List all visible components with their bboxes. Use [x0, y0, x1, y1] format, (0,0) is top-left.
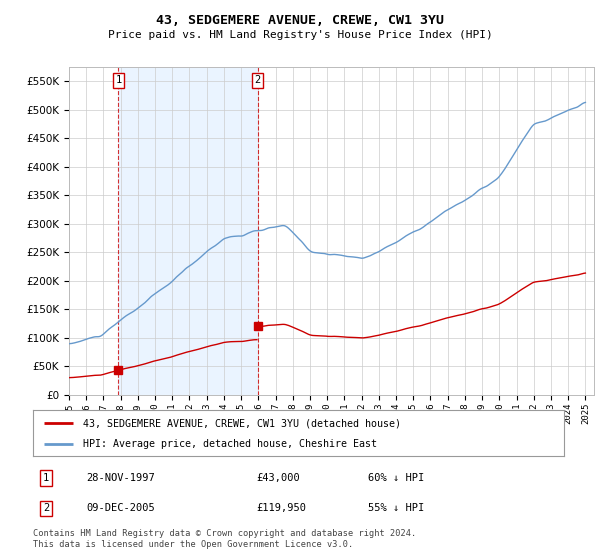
Text: 60% ↓ HPI: 60% ↓ HPI: [368, 473, 424, 483]
Text: £43,000: £43,000: [256, 473, 300, 483]
Text: 1: 1: [115, 76, 122, 85]
Text: 55% ↓ HPI: 55% ↓ HPI: [368, 503, 424, 514]
Text: 43, SEDGEMERE AVENUE, CREWE, CW1 3YU: 43, SEDGEMERE AVENUE, CREWE, CW1 3YU: [156, 14, 444, 27]
Text: 1: 1: [43, 473, 49, 483]
Text: 09-DEC-2005: 09-DEC-2005: [86, 503, 155, 514]
Text: 28-NOV-1997: 28-NOV-1997: [86, 473, 155, 483]
Text: Price paid vs. HM Land Registry's House Price Index (HPI): Price paid vs. HM Land Registry's House …: [107, 30, 493, 40]
Text: Contains HM Land Registry data © Crown copyright and database right 2024.
This d: Contains HM Land Registry data © Crown c…: [33, 529, 416, 549]
Text: £119,950: £119,950: [256, 503, 306, 514]
Bar: [118, 67, 257, 395]
Text: 2: 2: [254, 76, 261, 85]
Text: 2: 2: [43, 503, 49, 514]
Text: HPI: Average price, detached house, Cheshire East: HPI: Average price, detached house, Ches…: [83, 438, 377, 449]
Text: 43, SEDGEMERE AVENUE, CREWE, CW1 3YU (detached house): 43, SEDGEMERE AVENUE, CREWE, CW1 3YU (de…: [83, 418, 401, 428]
